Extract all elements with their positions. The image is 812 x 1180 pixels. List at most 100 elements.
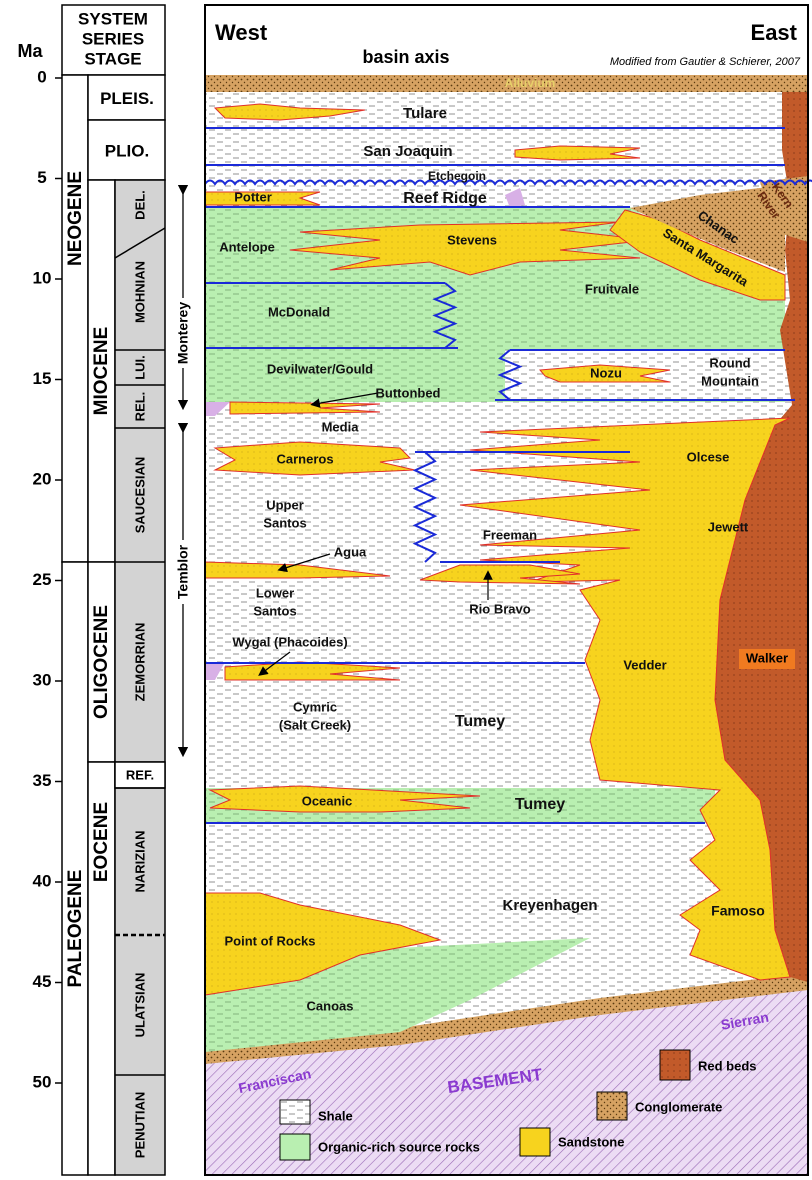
formation: Wygal (Phacoides) [232, 634, 347, 649]
interfingering [497, 349, 523, 401]
system-label: PALEOGENE [65, 870, 86, 988]
legend-swatch [519, 1127, 551, 1157]
formation-label: Famoso [711, 903, 765, 919]
formation-label: Cymric [293, 699, 337, 714]
conglomerate [760, 176, 808, 242]
interfingering [412, 451, 438, 563]
formation: Canoas [307, 998, 354, 1013]
pointer [258, 651, 291, 676]
formation: Devilwater/Gould [267, 361, 373, 376]
age-tick-label: 0 [37, 67, 46, 86]
formation: Media [322, 419, 360, 434]
sandstone [539, 364, 671, 383]
formation-label: Nozu [590, 365, 622, 380]
formation-label: Freeman [483, 527, 537, 542]
formation-label: San Joaquin [363, 143, 452, 160]
legend-label: Sandstone [558, 1134, 624, 1149]
formation: Point of Rocks [224, 933, 315, 948]
formation-label: Upper [266, 497, 304, 512]
formation: Olcese [687, 449, 730, 464]
label-bg [174, 298, 192, 368]
formation-label: Devilwater/Gould [267, 361, 373, 376]
formation-label: Media [322, 419, 360, 434]
formation: Oceanic [302, 793, 353, 808]
formation-label: Olcese [687, 449, 730, 464]
legend-label: Shale [318, 1108, 353, 1123]
formation-label: Point of Rocks [224, 933, 315, 948]
formation-label: Carneros [276, 451, 333, 466]
formation: Fruitvale [585, 281, 639, 296]
legend-swatch [596, 1091, 628, 1121]
alluvium [205, 75, 808, 92]
formation: Agua [334, 544, 367, 559]
age-tick-label: 25 [33, 570, 52, 589]
formation: Tumey [515, 796, 565, 813]
formation-label: Santos [253, 603, 296, 618]
formation: Kreyenhagen [502, 897, 597, 914]
formation: Potter [234, 189, 272, 204]
credit: Modified from Gautier & Schierer, 2007 [610, 56, 801, 68]
hatch [205, 662, 225, 680]
formation: Round Mountain [701, 355, 759, 388]
group-label: Temblor [175, 544, 191, 599]
sandstone [204, 892, 442, 996]
formation-label: Oceanic [302, 793, 353, 808]
sandstone [419, 564, 581, 585]
rock-units [204, 75, 808, 1175]
formation-label: Kreyenhagen [502, 897, 597, 914]
series-label: OLIGOCENE [91, 605, 112, 719]
formation: Rio Bravo [469, 601, 530, 616]
west-label: West [215, 20, 268, 45]
age-tick-label: 15 [33, 369, 52, 388]
stage-label: LUI. [132, 355, 147, 380]
formation: Jewett [708, 519, 749, 534]
pointer [310, 392, 379, 408]
unconformity [204, 179, 812, 186]
series-label: PLIO. [105, 141, 149, 160]
formation-label: Stevens [447, 232, 497, 247]
stage-boundary [114, 227, 166, 259]
contacts [204, 127, 812, 824]
formation: Upper Santos [263, 497, 306, 530]
legend-swatch [279, 1133, 311, 1161]
formation: Tulare [403, 105, 447, 122]
formation-label: Alluvium [505, 76, 556, 90]
column-cell [61, 561, 89, 1176]
stage-label: REF. [126, 767, 154, 782]
age-tick-label: 40 [33, 871, 52, 890]
legend-label: Conglomerate [635, 1099, 722, 1114]
formation-label: Wygal (Phacoides) [232, 634, 347, 649]
formation-label: Tumey [455, 713, 505, 730]
age-tick-label: 30 [33, 670, 52, 689]
formation: Nozu [590, 365, 622, 380]
formation-label: McDonald [268, 304, 330, 319]
hatch [205, 402, 230, 416]
formation-label: Lower [256, 585, 294, 600]
formation: Alluvium [505, 76, 556, 90]
formation-label: Jewett [708, 519, 749, 534]
formation-label: Etchegoin [428, 169, 486, 183]
stage-label: SAUCESIAN [132, 457, 147, 534]
formation-label: Round [709, 355, 750, 370]
age-tick-label: 35 [33, 771, 52, 790]
sandstone [514, 145, 641, 161]
red-beds [715, 92, 808, 982]
formation: McDonald [268, 304, 330, 319]
formation: Tumey [455, 713, 505, 730]
east-label: East [751, 20, 798, 45]
age-tick-label: 50 [33, 1072, 52, 1091]
age-tick-label: 45 [33, 972, 52, 991]
age-tick-label: 20 [33, 469, 52, 488]
formation: Antelope [219, 239, 275, 254]
formation-label: Rio Bravo [469, 601, 530, 616]
group-label: Monterey [175, 302, 191, 364]
series-label: EOCENE [91, 802, 112, 882]
column-cell [114, 179, 166, 1176]
formation-label: Reef Ridge [403, 190, 487, 207]
pointers [258, 392, 493, 676]
formation: Walker [739, 649, 795, 669]
legend-swatch [659, 1049, 691, 1081]
formation: Vedder [623, 657, 666, 672]
